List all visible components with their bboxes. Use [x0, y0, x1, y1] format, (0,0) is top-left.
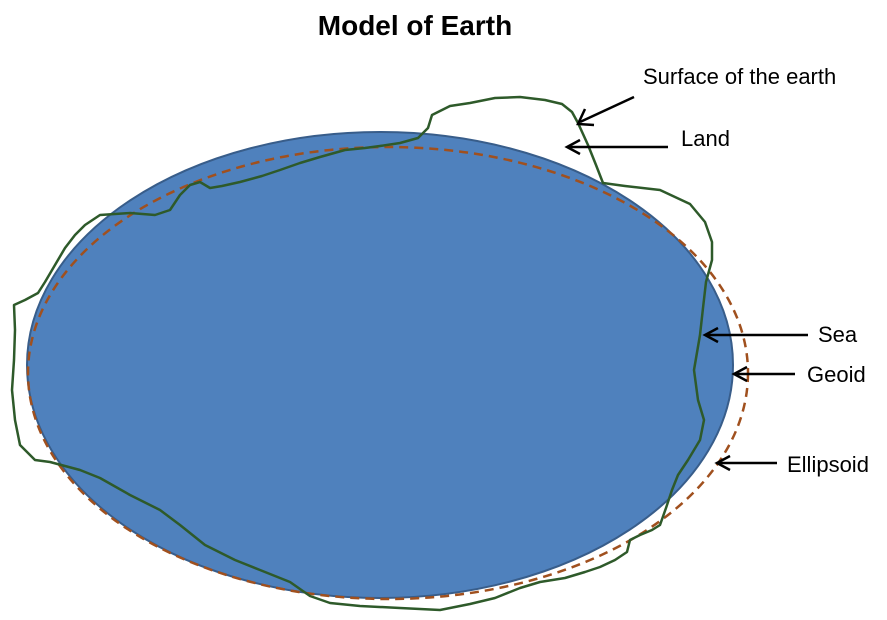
surface-arrow: [579, 95, 635, 124]
surface-arrowhead: [576, 108, 595, 127]
ellipsoid-arrowhead: [714, 454, 731, 472]
geoid-label: Geoid: [807, 362, 866, 387]
diagram-title: Model of Earth: [317, 10, 513, 41]
land-arrowhead: [564, 138, 581, 156]
geoid-arrowhead: [731, 365, 748, 383]
sea-arrowhead: [702, 326, 719, 344]
earth-surface-outline: [10, 95, 714, 612]
sea-ellipse: [26, 131, 734, 599]
ellipsoid-label: Ellipsoid: [787, 452, 869, 477]
surface-label: Surface of the earth: [643, 64, 836, 89]
land-label: Land: [681, 126, 730, 151]
sea-label: Sea: [818, 322, 858, 347]
